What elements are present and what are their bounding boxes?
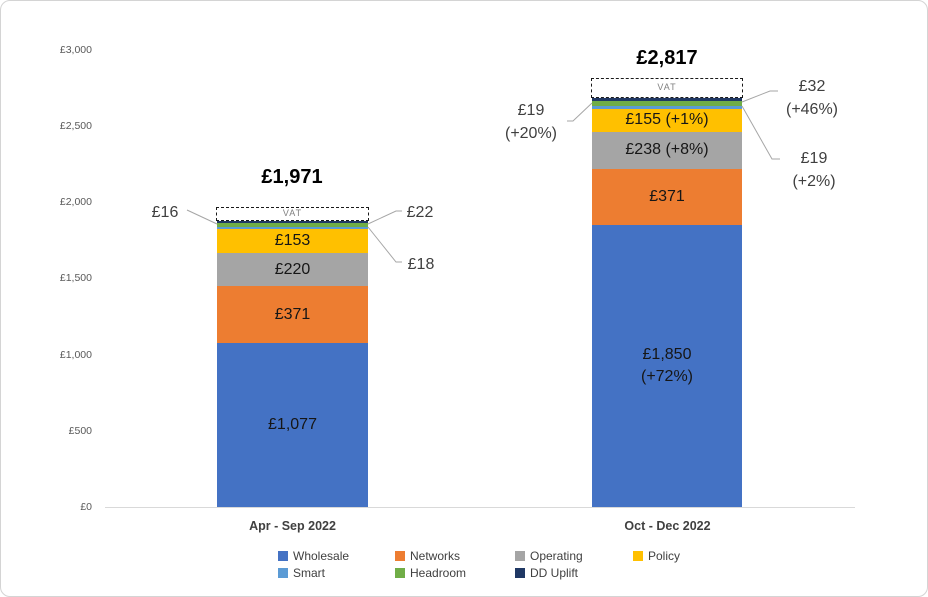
- segment-value-label: £1,850 (+72%): [640, 346, 694, 386]
- y-axis-tick-label: £2,000: [59, 196, 92, 208]
- legend-label: Smart: [293, 566, 326, 580]
- legend-swatch-dd-uplift: [515, 568, 525, 578]
- callout-line: £19: [800, 150, 828, 167]
- y-axis-tick-label: £3,000: [59, 44, 92, 56]
- legend-label: Operating: [530, 549, 583, 563]
- category-label-apr-sep: Apr - Sep 2022: [249, 519, 336, 533]
- legend-item-networks: Networks: [395, 549, 460, 563]
- y-axis-tick-label: £1,000: [59, 349, 92, 361]
- y-axis-tick-label: £2,500: [59, 120, 92, 132]
- bar-segment-operating-1: £238 (+8%): [592, 132, 742, 169]
- bar-segment-dd-uplift-0: [217, 220, 368, 224]
- bar-segment-smart-1: [592, 105, 742, 109]
- bar-segment-networks-1: £371: [592, 168, 742, 226]
- bar-segment-policy-0: £153: [217, 229, 368, 253]
- callout-headroom-apr: £22: [360, 201, 480, 224]
- legend-item-operating: Operating: [515, 549, 583, 563]
- callout-line: (+20%): [504, 125, 558, 142]
- callout-line: (+46%): [785, 101, 839, 118]
- segment-value-label: £238 (+8%): [625, 141, 709, 159]
- callout-headroom-oct: £32 (+46%): [752, 75, 872, 121]
- callout-line: £19: [517, 102, 545, 119]
- y-axis-tick-label: £0: [80, 501, 92, 513]
- segment-value-label: £155 (+1%): [625, 111, 709, 129]
- y-axis-tick-label: £1,500: [59, 272, 92, 284]
- callout-line: £32: [798, 78, 826, 95]
- segment-value-label: £371: [649, 187, 685, 205]
- callout-line: £22: [406, 204, 434, 221]
- vat-box-0: VAT: [216, 206, 369, 221]
- legend-label: DD Uplift: [530, 566, 579, 580]
- bar-segment-policy-1: £155 (+1%): [592, 108, 742, 133]
- legend-label: Headroom: [410, 566, 467, 580]
- callout-dd-uplift-oct: £19 (+20%): [471, 99, 591, 145]
- legend-item-headroom: Headroom: [395, 566, 466, 580]
- legend-label: Wholesale: [293, 549, 350, 563]
- callout-line: £16: [151, 204, 179, 221]
- legend-item-smart: Smart: [278, 566, 325, 580]
- callout-smart-apr: £18: [361, 253, 481, 276]
- legend-swatch-operating: [515, 551, 525, 561]
- bar-segment-smart-0: [217, 226, 368, 230]
- segment-value-label: £371: [274, 305, 311, 323]
- bar-segment-networks-0: £371: [217, 286, 368, 343]
- category-label-oct-dec: Oct - Dec 2022: [624, 519, 711, 533]
- callout-line: £18: [407, 256, 435, 273]
- callout-dd-uplift-apr: £16: [105, 201, 225, 224]
- legend-swatch-wholesale: [278, 551, 288, 561]
- bar-segment-wholesale-0: £1,077: [217, 342, 368, 507]
- vat-label: VAT: [657, 82, 677, 93]
- bar-segment-wholesale-1: £1,850 (+72%): [592, 225, 742, 507]
- legend-item-wholesale: Wholesale: [278, 549, 349, 563]
- segment-value-label: £1,077: [268, 415, 317, 433]
- bar-segment-operating-0: £220: [217, 252, 368, 287]
- vat-box-1: VAT: [591, 77, 743, 98]
- bar-segment-dd-uplift-1: [592, 97, 742, 101]
- bar-segment-headroom-0: [217, 223, 368, 227]
- legend-swatch-headroom: [395, 568, 405, 578]
- segment-value-label: £220: [274, 260, 311, 278]
- legend-swatch-policy: [633, 551, 643, 561]
- callout-line: (+2%): [792, 173, 836, 190]
- callout-smart-oct: £19 (+2%): [754, 147, 874, 193]
- legend-swatch-networks: [395, 551, 405, 561]
- legend-item-policy: Policy: [633, 549, 680, 563]
- x-axis-baseline: [105, 507, 855, 508]
- segment-value-label: £153: [274, 232, 311, 250]
- legend-item-dd-uplift: DD Uplift: [515, 566, 578, 580]
- total-label-apr-sep: £1,971: [261, 166, 323, 188]
- y-axis-tick-label: £500: [68, 425, 92, 437]
- bar-segment-headroom-1: [592, 100, 742, 106]
- legend-label: Policy: [648, 549, 681, 563]
- total-label-oct-dec: £2,817: [636, 47, 698, 69]
- legend-swatch-smart: [278, 568, 288, 578]
- vat-label: VAT: [282, 208, 303, 219]
- legend-label: Networks: [410, 549, 461, 563]
